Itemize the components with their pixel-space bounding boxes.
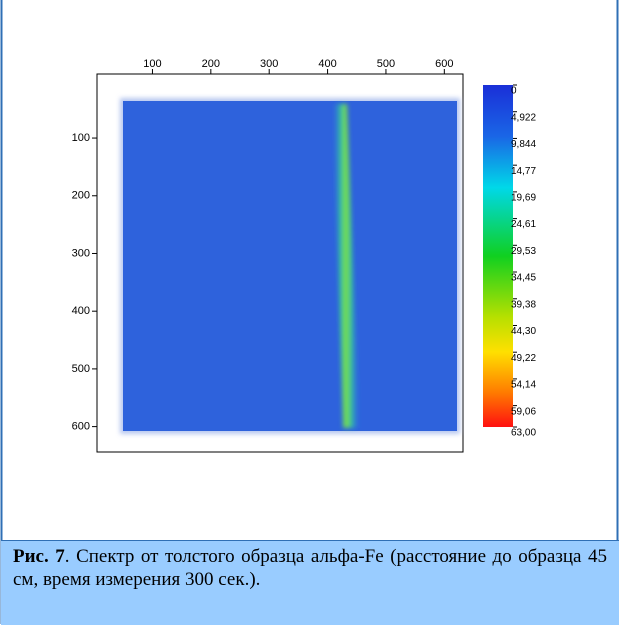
caption: Рис. 7. Спектр от толстого образца альфа… [1, 540, 619, 625]
colorbar-tick-label: 63,00 [511, 428, 536, 439]
y-tick-label: 600 [72, 421, 90, 433]
y-tick-label: 400 [72, 305, 90, 317]
colorbar-tick-label: 24,61 [511, 219, 536, 230]
colorbar-tick-label: 0 [511, 86, 517, 97]
x-tick-label: 200 [202, 58, 220, 70]
colorbar-tick-label: 14,77 [511, 166, 536, 177]
colorbar-tick-label: 59,06 [511, 406, 536, 417]
colorbar-tick-label: 49,22 [511, 353, 536, 364]
x-tick-label: 500 [377, 58, 395, 70]
colorbar-tick-label: 39,38 [511, 299, 536, 310]
y-tick-label: 500 [72, 363, 90, 375]
colorbar-tick-label: 4,922 [511, 112, 536, 123]
colorbar-tick-label: 34,45 [511, 273, 536, 284]
x-tick-label: 300 [260, 58, 278, 70]
colorbar [483, 85, 513, 427]
colorbar-tick-label: 9,844 [511, 139, 536, 150]
x-tick-label: 400 [318, 58, 336, 70]
y-tick-label: 200 [72, 190, 90, 202]
colorbar-tick-label: 54,14 [511, 380, 536, 391]
y-tick-label: 300 [72, 247, 90, 259]
colorbar-tick-label: 29,53 [511, 246, 536, 257]
colorbar-tick-label: 44,30 [511, 326, 536, 337]
x-tick-label: 100 [143, 58, 161, 70]
caption-label: Рис. 7 [13, 546, 65, 567]
heatmap-stripe [333, 104, 359, 428]
heatmap [123, 101, 457, 431]
x-tick-label: 600 [435, 58, 453, 70]
caption-text: . Спектр от толстого образца альфа-Fe (р… [13, 546, 607, 590]
colorbar-tick-label: 19,69 [511, 193, 536, 204]
y-tick-label: 100 [72, 132, 90, 144]
